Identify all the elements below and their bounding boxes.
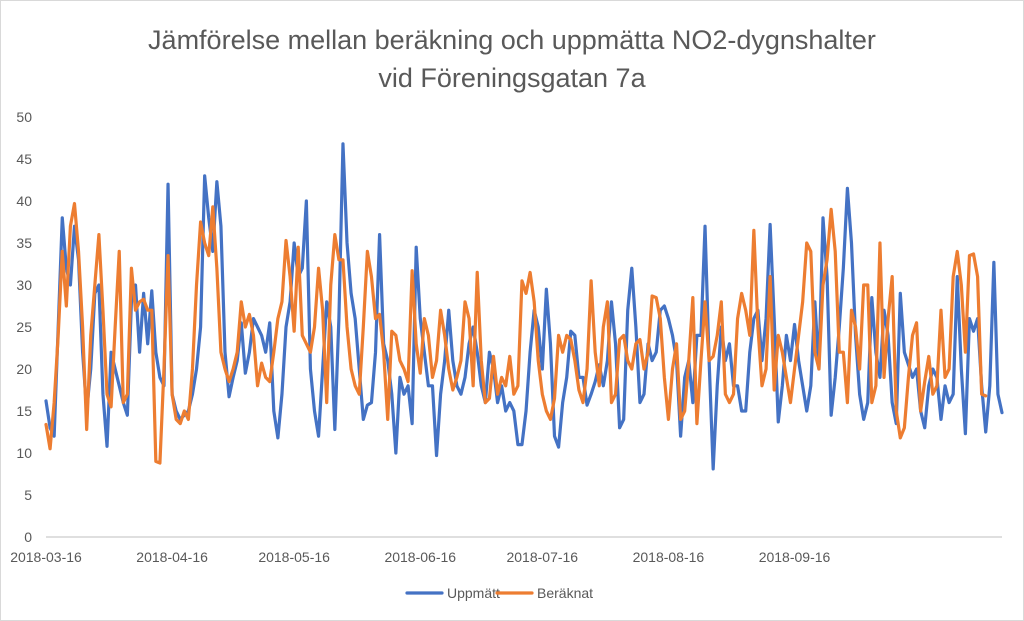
series-line-uppm-tt [44,142,1004,471]
y-tick-label: 25 [16,319,32,335]
x-tick-label: 2018-05-16 [258,549,330,565]
x-tick-label: 2018-04-16 [136,549,208,565]
x-tick-label: 2018-09-16 [759,549,831,565]
x-tick-label: 2018-06-16 [384,549,456,565]
y-tick-label: 10 [16,445,32,461]
x-tick-label: 2018-07-16 [506,549,578,565]
y-tick-label: 35 [16,235,32,251]
y-tick-label: 15 [16,403,32,419]
x-tick-label: 2018-08-16 [633,549,705,565]
legend-label: Uppmätt [447,585,500,601]
y-tick-label: 30 [16,277,32,293]
x-tick-label: 2018-03-16 [10,549,82,565]
chart-subtitle: vid Föreningsgatan 7a [378,63,646,93]
legend-label: Beräknat [537,585,593,601]
chart-title: Jämförelse mellan beräkning och uppmätta… [148,25,876,55]
y-tick-label: 45 [16,151,32,167]
y-tick-label: 40 [16,193,32,209]
y-tick-label: 50 [16,109,32,125]
y-tick-label: 20 [16,361,32,377]
y-tick-label: 5 [24,487,32,503]
series-line-ber-knat [44,201,988,465]
y-tick-label: 0 [24,529,32,545]
